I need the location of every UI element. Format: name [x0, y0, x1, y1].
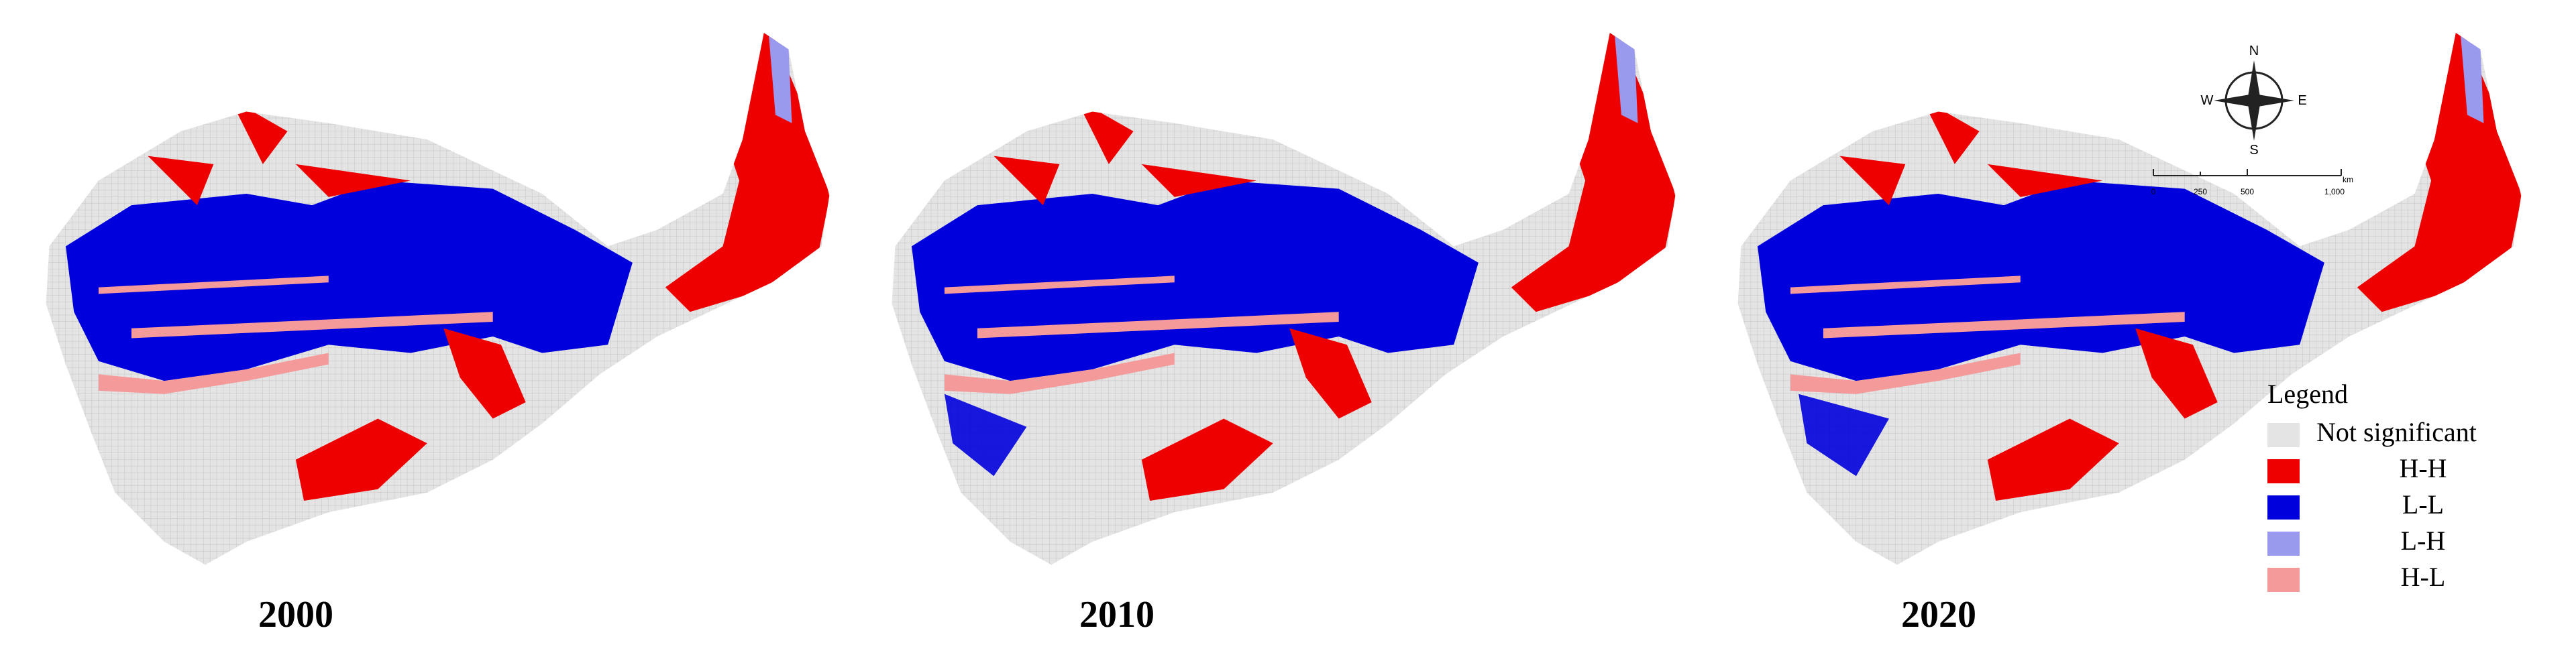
legend-swatch — [2267, 459, 2300, 483]
compass-label: W — [2201, 93, 2214, 108]
scale-label: 1,000 — [2324, 187, 2345, 196]
map-panel — [46, 33, 830, 564]
panel-label: 2000 — [258, 594, 333, 636]
legend-label: L-L — [2402, 489, 2444, 520]
scale-bar: 0 250 500 1,000 km — [2151, 169, 2353, 196]
legend-swatch — [2267, 495, 2300, 520]
legend-label: L-H — [2401, 526, 2446, 556]
legend-swatch — [2267, 568, 2300, 592]
legend-label: Not significant — [2316, 417, 2477, 447]
panel-label: 2010 — [1079, 594, 1155, 636]
scale-unit: km — [2343, 175, 2353, 184]
compass: N S W E — [2201, 44, 2307, 158]
legend-swatch — [2267, 423, 2300, 447]
scale-label: 500 — [2241, 187, 2254, 196]
compass-label: E — [2298, 93, 2306, 108]
scale-label: 250 — [2194, 187, 2207, 196]
legend-label: H-H — [2399, 453, 2447, 483]
compass-label: N — [2249, 44, 2259, 58]
legend-title: Legend — [2267, 379, 2348, 409]
legend-swatch — [2267, 532, 2300, 556]
map-panel — [1738, 33, 2522, 564]
panel-label: 2020 — [1901, 594, 1976, 636]
compass-label: S — [2249, 143, 2258, 158]
scale-label: 0 — [2151, 187, 2156, 196]
legend-label: H-L — [2401, 562, 2446, 592]
legend: Legend Not significant H-H L-L L-H H-L — [2267, 379, 2477, 592]
map-panel — [892, 33, 1676, 564]
